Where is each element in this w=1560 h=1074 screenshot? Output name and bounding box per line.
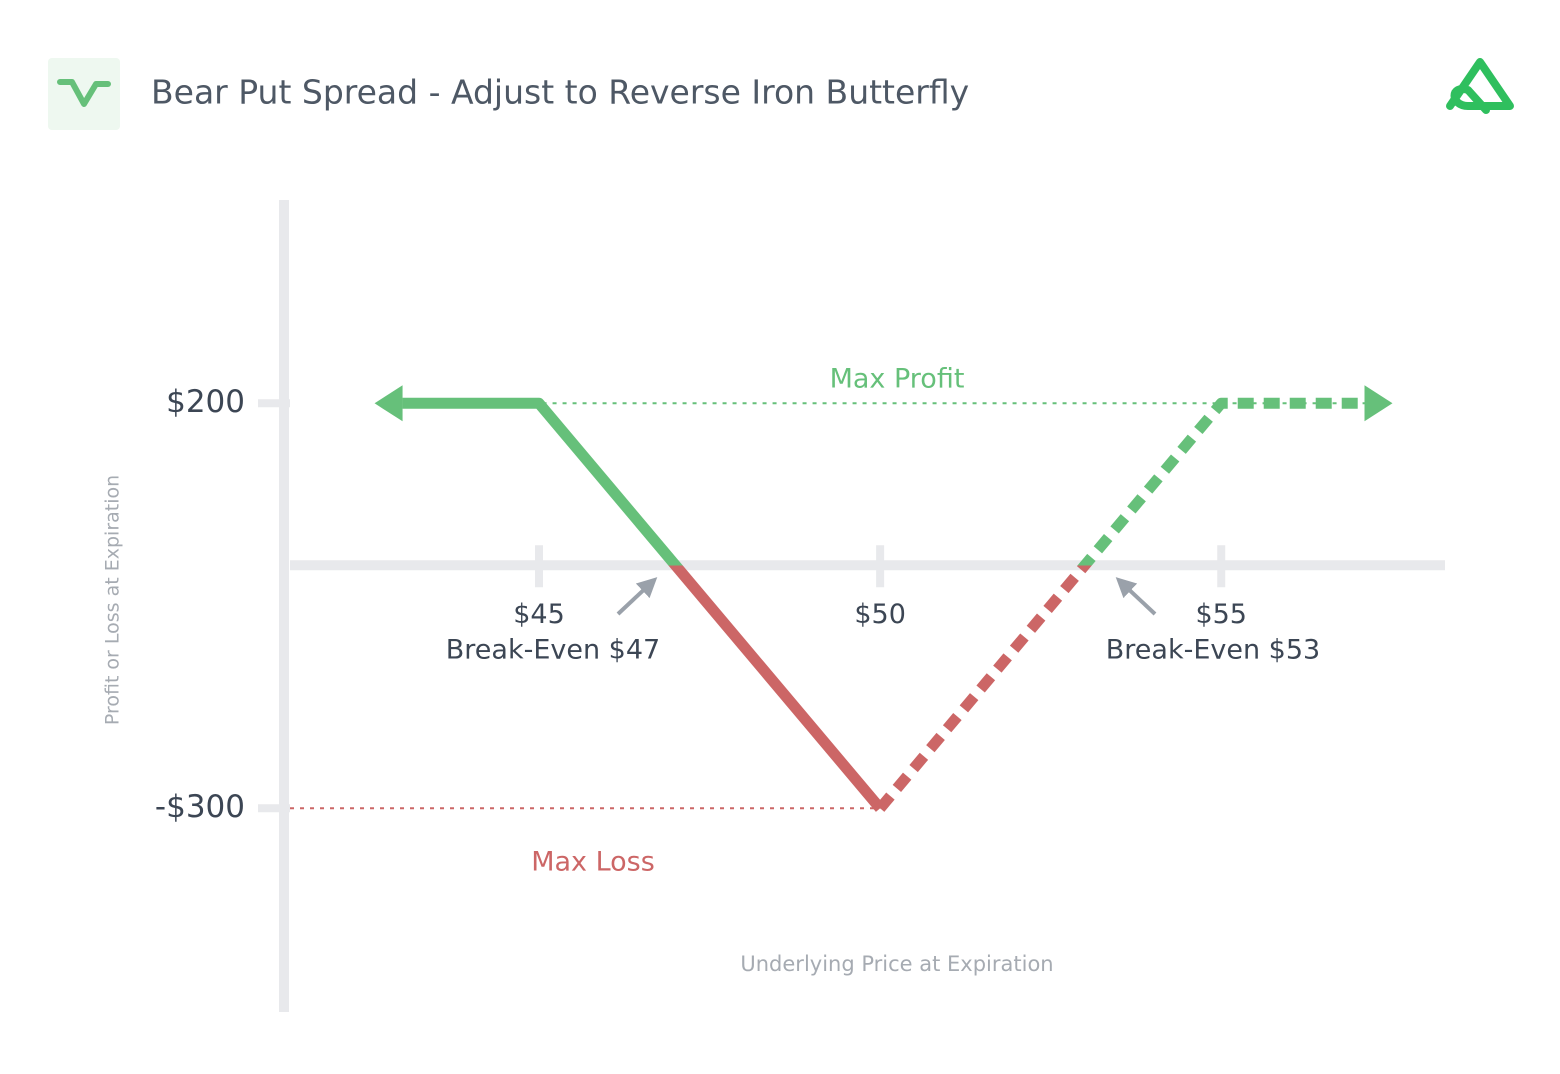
- y-tick-label: -$300: [155, 789, 245, 825]
- header-icon: [48, 58, 120, 130]
- payoff-line: [402, 397, 885, 812]
- break-even-label: Break-Even $53: [1106, 635, 1320, 666]
- payoff-line: [875, 397, 1365, 812]
- y-tick-label: $200: [166, 384, 245, 420]
- x-tick-label: $55: [1195, 599, 1247, 630]
- arrowhead: [374, 385, 403, 422]
- chart-title: Bear Put Spread - Adjust to Reverse Iron…: [151, 73, 969, 112]
- break-even-pointer: [616, 577, 658, 616]
- break-even-label: Break-Even $47: [446, 635, 660, 666]
- max-profit-label: Max Profit: [830, 364, 965, 395]
- x-tick-label: $45: [513, 599, 565, 630]
- x-tick-label: $50: [854, 599, 906, 630]
- header-icon-glyph: [57, 79, 111, 107]
- max-loss-label: Max Loss: [531, 847, 655, 878]
- break-even-pointer: [1115, 577, 1157, 616]
- arrowhead: [1364, 385, 1393, 422]
- y-axis-label: Profit or Loss at Expiration: [102, 475, 124, 725]
- logo: [1446, 58, 1514, 114]
- x-axis-label: Underlying Price at Expiration: [740, 952, 1053, 976]
